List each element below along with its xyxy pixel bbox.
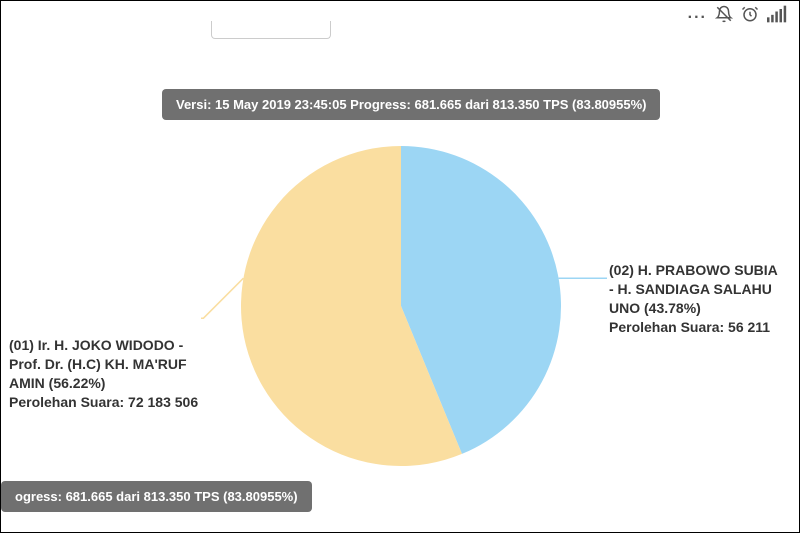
version-badge: Versi: 15 May 2019 23:45:05 Progress: 68… — [162, 89, 660, 120]
app-frame: ... Versi: 15 May 20 — [0, 0, 800, 533]
label-line: AMIN (56.22%) — [9, 374, 209, 393]
label-line: Prof. Dr. (H.C) KH. MA'RUF — [9, 355, 209, 374]
label-line: - H. SANDIAGA SALAHU — [609, 280, 800, 299]
pie-chart — [241, 146, 561, 466]
status-bar: ... — [688, 5, 787, 23]
signal-icon — [767, 5, 787, 23]
candidate-02-label: (02) H. PRABOWO SUBIA - H. SANDIAGA SALA… — [609, 261, 800, 337]
pie-svg — [241, 146, 561, 466]
candidate-01-label: (01) Ir. H. JOKO WIDODO - Prof. Dr. (H.C… — [9, 336, 209, 412]
top-partial-box — [211, 21, 331, 39]
label-line: (01) Ir. H. JOKO WIDODO - — [9, 336, 209, 355]
label-line: Perolehan Suara: 72 183 506 — [9, 393, 209, 412]
bottom-progress-badge: ogress: 681.665 dari 813.350 TPS (83.809… — [1, 481, 312, 512]
more-dots-icon: ... — [688, 5, 707, 23]
label-line: (02) H. PRABOWO SUBIA — [609, 261, 800, 280]
bell-muted-icon — [715, 5, 733, 23]
label-line: Perolehan Suara: 56 211 — [609, 318, 800, 337]
alarm-icon — [741, 5, 759, 23]
label-line: UNO (43.78%) — [609, 299, 800, 318]
